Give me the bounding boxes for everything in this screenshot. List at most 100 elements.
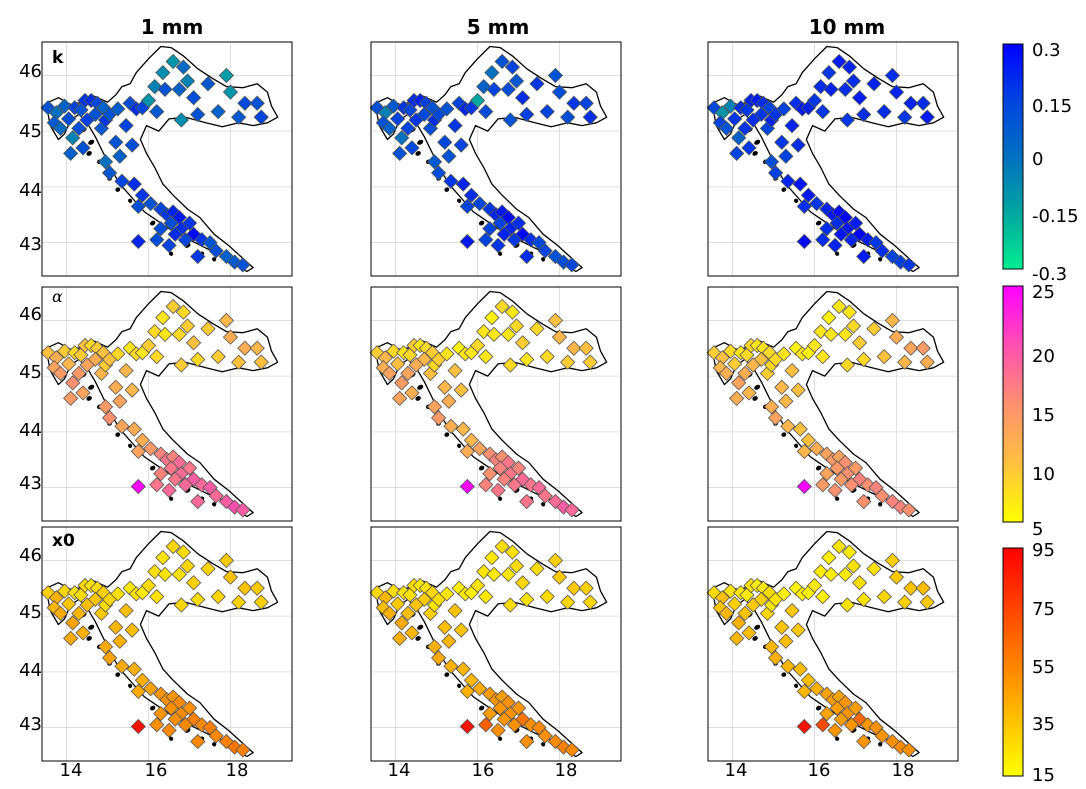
station-marker xyxy=(130,233,146,250)
station-marker xyxy=(901,502,917,518)
island xyxy=(417,139,424,145)
station-marker xyxy=(114,658,130,674)
station-marker xyxy=(776,586,792,602)
column-title-1mm: 1 mm xyxy=(141,15,204,39)
station-marker xyxy=(404,140,420,156)
island xyxy=(781,672,787,677)
station-marker xyxy=(564,257,580,273)
island xyxy=(212,257,217,262)
station-marker xyxy=(876,589,892,605)
station-marker xyxy=(392,145,408,162)
station-marker xyxy=(181,215,198,231)
station-marker xyxy=(876,104,892,120)
station-marker xyxy=(745,112,761,128)
station-marker xyxy=(430,650,447,666)
station-marker xyxy=(155,549,171,566)
station-marker xyxy=(430,410,447,426)
station-marker xyxy=(61,356,77,372)
station-marker xyxy=(722,98,739,114)
station-marker xyxy=(390,356,406,372)
station-marker xyxy=(731,375,747,391)
station-marker xyxy=(153,220,169,237)
station-marker xyxy=(494,53,510,70)
station-marker xyxy=(118,117,134,134)
station-marker xyxy=(815,103,831,120)
column-title-10mm: 10 mm xyxy=(809,15,885,39)
station-marker xyxy=(237,340,253,356)
station-marker xyxy=(856,591,872,608)
station-marker xyxy=(118,362,134,379)
station-marker xyxy=(112,633,128,649)
station-marker xyxy=(63,390,79,407)
y-tick-43-row3: 43 xyxy=(19,714,42,735)
island xyxy=(478,705,485,711)
station-marker xyxy=(101,165,118,181)
station-marker xyxy=(839,597,855,613)
station-marker xyxy=(408,357,424,373)
station-marker xyxy=(171,566,187,583)
station-marker xyxy=(390,111,406,127)
station-marker xyxy=(529,561,545,577)
x-tick-16-col3: 16 xyxy=(808,760,831,781)
station-marker xyxy=(173,597,189,613)
station-marker xyxy=(815,477,831,493)
station-marker xyxy=(888,329,905,345)
station-marker xyxy=(149,588,165,605)
station-marker xyxy=(845,318,862,334)
station-marker xyxy=(453,382,469,398)
station-marker xyxy=(478,232,494,248)
station-marker xyxy=(455,176,471,192)
station-marker xyxy=(155,309,171,326)
station-marker xyxy=(385,583,402,599)
island xyxy=(498,496,503,501)
column-title-5mm: 5 mm xyxy=(467,15,530,39)
station-marker xyxy=(112,393,128,409)
x-tick-14-col2: 14 xyxy=(388,760,411,781)
island xyxy=(498,736,503,741)
station-marker xyxy=(142,440,159,457)
station-marker xyxy=(778,148,794,164)
station-marker xyxy=(126,421,142,437)
station-marker xyxy=(718,365,735,382)
station-marker xyxy=(841,304,858,320)
station-marker xyxy=(856,351,872,368)
station-marker xyxy=(190,248,206,265)
station-marker xyxy=(490,722,506,739)
island xyxy=(878,502,883,507)
station-marker xyxy=(566,95,582,111)
colorbar-k-tick-1: 0.15 xyxy=(1032,96,1072,117)
station-marker xyxy=(510,215,527,231)
station-marker xyxy=(539,104,555,120)
station-marker xyxy=(218,312,235,329)
island xyxy=(88,384,95,390)
x-tick-labels: 14 16 18 14 16 18 14 16 18 xyxy=(60,760,915,781)
station-marker xyxy=(856,733,872,750)
row-label-k: k xyxy=(52,48,64,68)
station-marker xyxy=(551,569,568,585)
station-marker xyxy=(377,350,393,366)
station-marker xyxy=(400,365,416,381)
island xyxy=(754,624,761,630)
station-marker xyxy=(519,733,535,750)
station-marker xyxy=(447,602,463,619)
station-marker xyxy=(727,356,743,372)
station-marker xyxy=(471,440,488,457)
station-marker xyxy=(792,421,808,437)
station-marker xyxy=(108,619,124,635)
station-marker xyxy=(404,625,420,641)
colorbar-x0-tick-0: 95 xyxy=(1032,540,1055,561)
panel-alpha-5mm xyxy=(369,286,622,522)
station-marker xyxy=(508,73,525,89)
y-tick-45-row3: 45 xyxy=(19,602,42,623)
station-marker xyxy=(478,103,494,120)
station-marker xyxy=(108,134,124,150)
panel-x0-5mm xyxy=(369,526,622,762)
station-marker xyxy=(185,335,202,351)
station-marker xyxy=(130,198,146,215)
station-marker xyxy=(455,661,471,677)
island xyxy=(754,384,761,390)
station-marker xyxy=(780,173,796,189)
station-marker xyxy=(253,109,269,125)
station-marker xyxy=(231,109,247,125)
colorbar-alpha-tick-0: 25 xyxy=(1032,282,1055,303)
